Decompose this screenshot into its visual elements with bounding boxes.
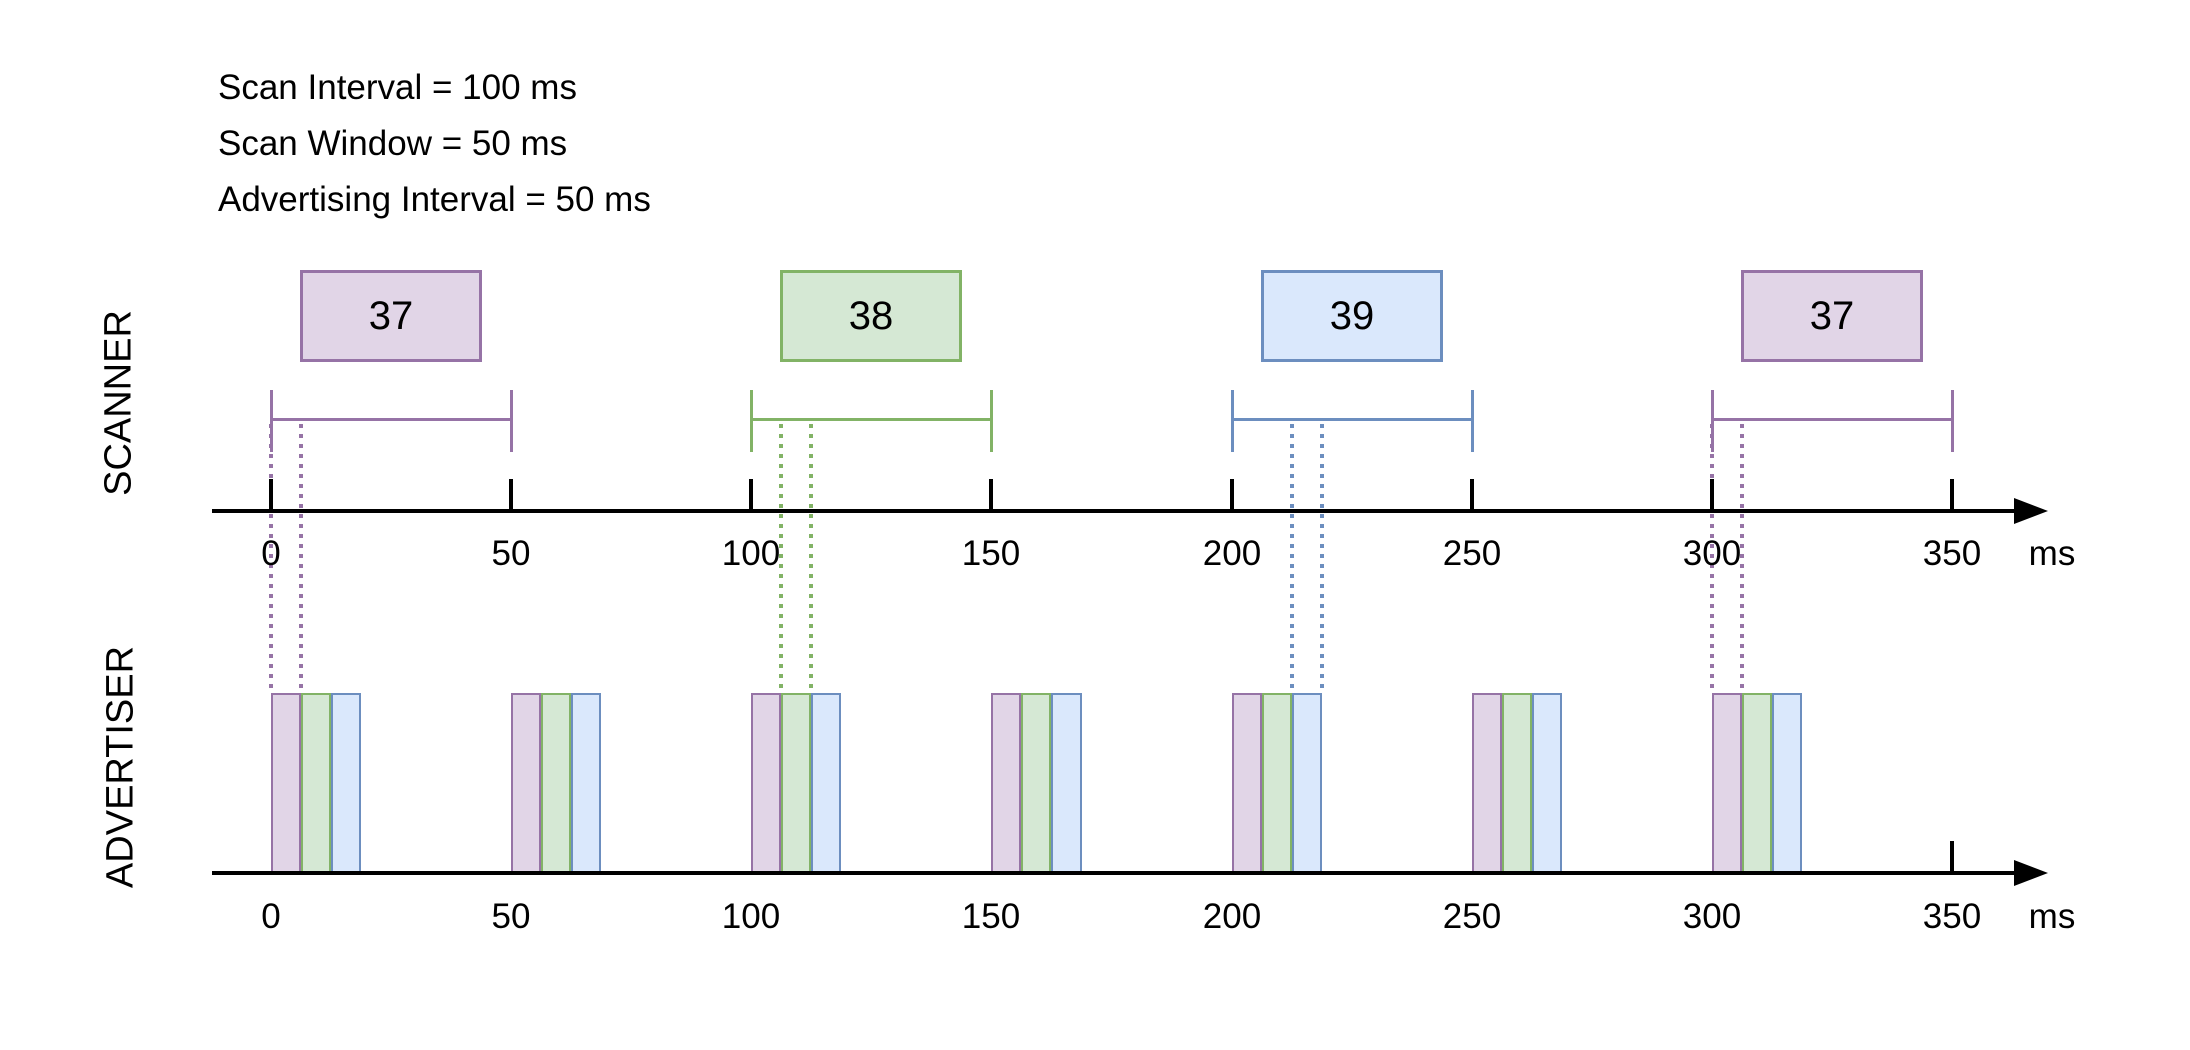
scan-window-bracket [271, 418, 511, 421]
scanner-tick [989, 479, 993, 511]
correlation-dotted-line [1290, 424, 1294, 693]
correlation-dotted-line [1710, 424, 1714, 693]
advertiser-axis-arrow-icon [2014, 860, 2048, 886]
advertiser-tick-label: 250 [1442, 897, 1502, 936]
adv-packet-bar-ch39 [1532, 693, 1562, 875]
scanner-tick [1470, 479, 1474, 511]
scan-channel-box: 39 [1261, 270, 1443, 362]
scan-window-bracket-cap [270, 390, 273, 452]
adv-packet-bar-ch38 [541, 693, 571, 875]
scan-channel-box: 38 [780, 270, 962, 362]
scan-interval-text: Scan Interval = 100 ms [218, 68, 577, 107]
advertising-interval-text: Advertising Interval = 50 ms [218, 180, 651, 219]
adv-packet-bar-ch39 [571, 693, 601, 875]
scan-window-text: Scan Window = 50 ms [218, 124, 568, 163]
scan-parameters: Scan Interval = 100 ms Scan Window = 50 … [218, 60, 651, 228]
correlation-dotted-line [269, 424, 273, 693]
advertiser-tick-label: 300 [1682, 897, 1742, 936]
scan-window-bracket [1232, 418, 1472, 421]
adv-packet-bar-ch37 [1472, 693, 1502, 875]
adv-packet-bar-ch39 [1292, 693, 1322, 875]
scanner-tick [1230, 479, 1234, 511]
scan-channel-box-label: 37 [1809, 293, 1855, 338]
scan-window-bracket [751, 418, 991, 421]
correlation-dotted-line [1740, 424, 1744, 693]
adv-packet-bar-ch38 [1021, 693, 1051, 875]
adv-packet-bar-ch39 [331, 693, 361, 875]
correlation-dotted-line [299, 424, 303, 693]
advertiser-axis-unit-label: ms [2028, 897, 2076, 936]
advertiser-tick-label: 350 [1922, 897, 1982, 936]
scan-channel-box-label: 37 [368, 293, 414, 338]
scanner-tick [749, 479, 753, 511]
correlation-dotted-line [809, 424, 813, 693]
scan-window-bracket-cap [990, 390, 993, 452]
scanner-tick-label: 150 [961, 534, 1021, 573]
scanner-tick-label: 250 [1442, 534, 1502, 573]
scanner-tick-label: 300 [1682, 534, 1742, 573]
adv-packet-bar-ch38 [1742, 693, 1772, 875]
adv-packet-bar-ch37 [991, 693, 1021, 875]
scanner-tick [269, 479, 273, 511]
scanner-tick [1950, 479, 1954, 511]
scanner-tick-label: 100 [721, 534, 781, 573]
adv-packet-bar-ch37 [1232, 693, 1262, 875]
adv-packet-bar-ch39 [1772, 693, 1802, 875]
advertiser-axis [212, 871, 2024, 875]
scan-channel-box: 37 [300, 270, 482, 362]
scanner-tick-label: 0 [261, 534, 281, 573]
scan-channel-box: 37 [1741, 270, 1923, 362]
scanner-tick-label: 50 [491, 534, 531, 573]
scanner-tick-label: 350 [1922, 534, 1982, 573]
adv-packet-bar-ch37 [271, 693, 301, 875]
advertiser-tick-label: 0 [261, 897, 281, 936]
adv-packet-bar-ch38 [781, 693, 811, 875]
scan-window-bracket-cap [1711, 390, 1714, 452]
adv-packet-bar-ch38 [301, 693, 331, 875]
scanner-axis-unit-label: ms [2028, 534, 2076, 573]
scan-window-bracket-cap [1231, 390, 1234, 452]
advertiser-tick [1950, 841, 1954, 873]
advertiser-tick-label: 50 [491, 897, 531, 936]
scan-channel-box-label: 39 [1329, 293, 1375, 338]
scanner-tick [1710, 479, 1714, 511]
adv-packet-bar-ch39 [1051, 693, 1082, 875]
scanner-tick-label: 200 [1202, 534, 1262, 573]
adv-packet-bar-ch37 [511, 693, 541, 875]
adv-packet-bar-ch39 [811, 693, 841, 875]
advertiser-tick-label: 150 [961, 897, 1021, 936]
scan-channel-box-label: 38 [848, 293, 894, 338]
scanner-tick [509, 479, 513, 511]
adv-packet-bar-ch37 [751, 693, 781, 875]
advertiser-tick-label: 200 [1202, 897, 1262, 936]
adv-packet-bar-ch37 [1712, 693, 1742, 875]
advertiser-tick-label: 100 [721, 897, 781, 936]
correlation-dotted-line [779, 424, 783, 693]
scan-window-bracket-cap [1471, 390, 1474, 452]
correlation-dotted-line [1320, 424, 1324, 693]
adv-packet-bar-ch38 [1262, 693, 1292, 875]
scanner-axis-arrow-icon [2014, 498, 2048, 524]
scan-window-bracket-cap [510, 390, 513, 452]
scan-window-bracket-cap [750, 390, 753, 452]
scanner-axis [212, 509, 2024, 513]
scan-window-bracket-cap [1951, 390, 1954, 452]
adv-packet-bar-ch38 [1502, 693, 1532, 875]
scan-window-bracket [1712, 418, 1952, 421]
